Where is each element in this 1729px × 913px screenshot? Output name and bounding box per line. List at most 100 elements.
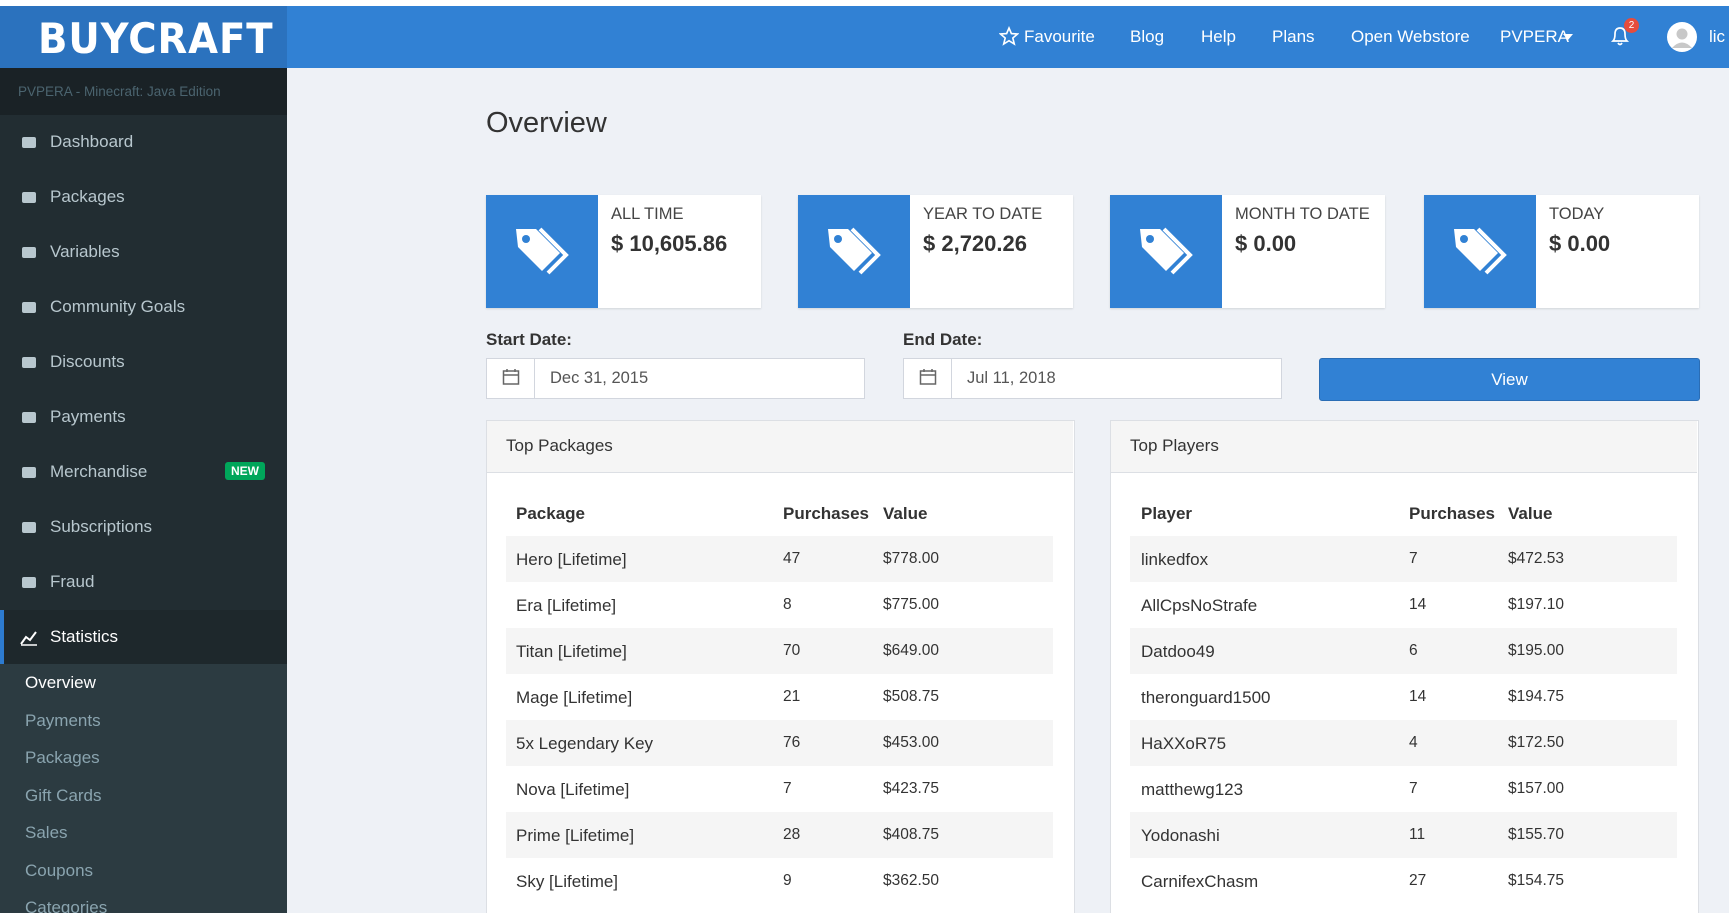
- date-label: End Date:: [903, 330, 983, 349]
- menu-icon: [22, 247, 36, 258]
- menu-item[interactable]: Dashboard: [50, 132, 134, 151]
- nav-link[interactable]: Favourite: [1024, 27, 1095, 46]
- stat-label: TODAY: [1549, 205, 1605, 223]
- cell: 70: [783, 642, 801, 659]
- cell: 8: [783, 596, 792, 613]
- logo[interactable]: BUYCRAFT: [38, 14, 274, 63]
- menu-icon: [22, 412, 36, 423]
- nav-link[interactable]: Open Webstore: [1351, 27, 1470, 46]
- calendar-icon: [502, 369, 520, 385]
- menu-item[interactable]: Packages: [50, 187, 125, 206]
- menu-icon: [22, 522, 36, 533]
- cell: 14: [1409, 596, 1427, 613]
- date-input[interactable]: [534, 358, 865, 399]
- cell: Yodonashi: [1141, 826, 1220, 845]
- menu-active-bg: [0, 610, 287, 665]
- top-strip: [0, 0, 1729, 6]
- tag-icon: [1454, 227, 1507, 275]
- cell: 21: [783, 688, 801, 705]
- menu-icon: [22, 192, 36, 203]
- submenu-item[interactable]: Sales: [25, 823, 68, 842]
- nav-link[interactable]: Blog: [1130, 27, 1165, 46]
- row-stripe: [506, 536, 1053, 582]
- stat-label: MONTH TO DATE: [1235, 205, 1370, 223]
- cell: $172.50: [1508, 734, 1565, 751]
- nav-link[interactable]: PVPERA: [1500, 27, 1569, 46]
- menu-badge: NEW: [225, 462, 265, 480]
- menu-item[interactable]: Merchandise: [50, 462, 148, 481]
- submenu-item[interactable]: Categories: [25, 898, 108, 913]
- panel-heading: [487, 421, 1073, 473]
- submenu-item[interactable]: Payments: [25, 710, 101, 730]
- cell: Sky [Lifetime]: [516, 872, 619, 891]
- user-name[interactable]: lic: [1709, 27, 1726, 46]
- cell: 7: [1409, 550, 1418, 567]
- cell: 28: [783, 826, 801, 843]
- tag-icon: [828, 227, 881, 275]
- row-stripe: [506, 812, 1053, 858]
- column-header: Purchases: [1409, 504, 1495, 523]
- cell: Era [Lifetime]: [516, 596, 617, 615]
- cell: HaXXoR75: [1141, 734, 1227, 753]
- view-button[interactable]: View: [1319, 358, 1700, 401]
- cell: $649.00: [883, 642, 940, 659]
- submenu-item[interactable]: Packages: [25, 748, 100, 767]
- stat-value: $ 0.00: [1235, 231, 1297, 256]
- cell: 6: [1409, 642, 1418, 659]
- cell: theronguard1500: [1141, 688, 1271, 707]
- cell: $472.53: [1508, 550, 1565, 567]
- cell: AllCpsNoStrafe: [1141, 596, 1258, 615]
- server-row: [0, 68, 287, 115]
- submenu-item[interactable]: Gift Cards: [25, 785, 102, 805]
- bell-icon: [1610, 27, 1630, 46]
- stat-value: $ 10,605.86: [611, 231, 728, 256]
- column-header: Player: [1141, 504, 1193, 523]
- menu-item[interactable]: Subscriptions: [50, 517, 153, 536]
- cell: $423.75: [883, 780, 940, 797]
- page-title: Overview: [486, 107, 607, 139]
- cell: 7: [783, 780, 792, 797]
- menu-item[interactable]: Fraud: [50, 572, 95, 591]
- menu-active-border: [0, 610, 4, 665]
- cell: 27: [1409, 872, 1427, 889]
- menu-item[interactable]: Community Goals: [50, 297, 186, 316]
- date-value: Jul 11, 2018: [967, 369, 1056, 387]
- menu-icon: [22, 302, 36, 313]
- submenu-item[interactable]: Coupons: [25, 860, 94, 880]
- submenu-bg: [0, 664, 287, 913]
- cell: 5x Legendary Key: [516, 734, 654, 753]
- row-stripe: [1130, 536, 1677, 582]
- submenu-item[interactable]: Overview: [25, 673, 96, 692]
- stat-label: YEAR TO DATE: [923, 205, 1043, 223]
- menu-icon: [20, 631, 37, 646]
- cell: 11: [1409, 826, 1426, 843]
- caret-icon: [1563, 34, 1573, 40]
- menu-item[interactable]: Payments: [50, 407, 126, 426]
- date-value: Dec 31, 2015: [550, 369, 649, 387]
- cell: Datdoo49: [1141, 642, 1215, 661]
- menu-icon: [22, 467, 36, 478]
- menu-item[interactable]: Variables: [50, 242, 120, 261]
- menu-icon: [22, 577, 36, 588]
- cell: 76: [783, 734, 801, 751]
- nav-link[interactable]: Help: [1201, 27, 1236, 46]
- cell: $155.70: [1508, 826, 1565, 843]
- server-name: PVPERA - Minecraft: Java Edition: [18, 84, 221, 99]
- column-header: Purchases: [783, 504, 869, 523]
- column-header: Value: [883, 504, 928, 523]
- menu-item[interactable]: Statistics: [50, 627, 119, 646]
- row-stripe: [506, 628, 1053, 674]
- cell: $157.00: [1508, 780, 1565, 797]
- nav-link[interactable]: Plans: [1272, 27, 1315, 46]
- notification-badge[interactable]: 2: [1624, 18, 1639, 33]
- calendar-icon: [919, 369, 937, 385]
- date-input[interactable]: [951, 358, 1282, 399]
- row-stripe: [1130, 720, 1677, 766]
- cell: 14: [1409, 688, 1427, 705]
- row-stripe: [1130, 812, 1677, 858]
- menu-item[interactable]: Discounts: [50, 352, 125, 371]
- cell: $508.75: [883, 688, 940, 705]
- panel-heading: [1111, 421, 1697, 473]
- cell: $195.00: [1508, 642, 1565, 659]
- row-stripe: [1130, 628, 1677, 674]
